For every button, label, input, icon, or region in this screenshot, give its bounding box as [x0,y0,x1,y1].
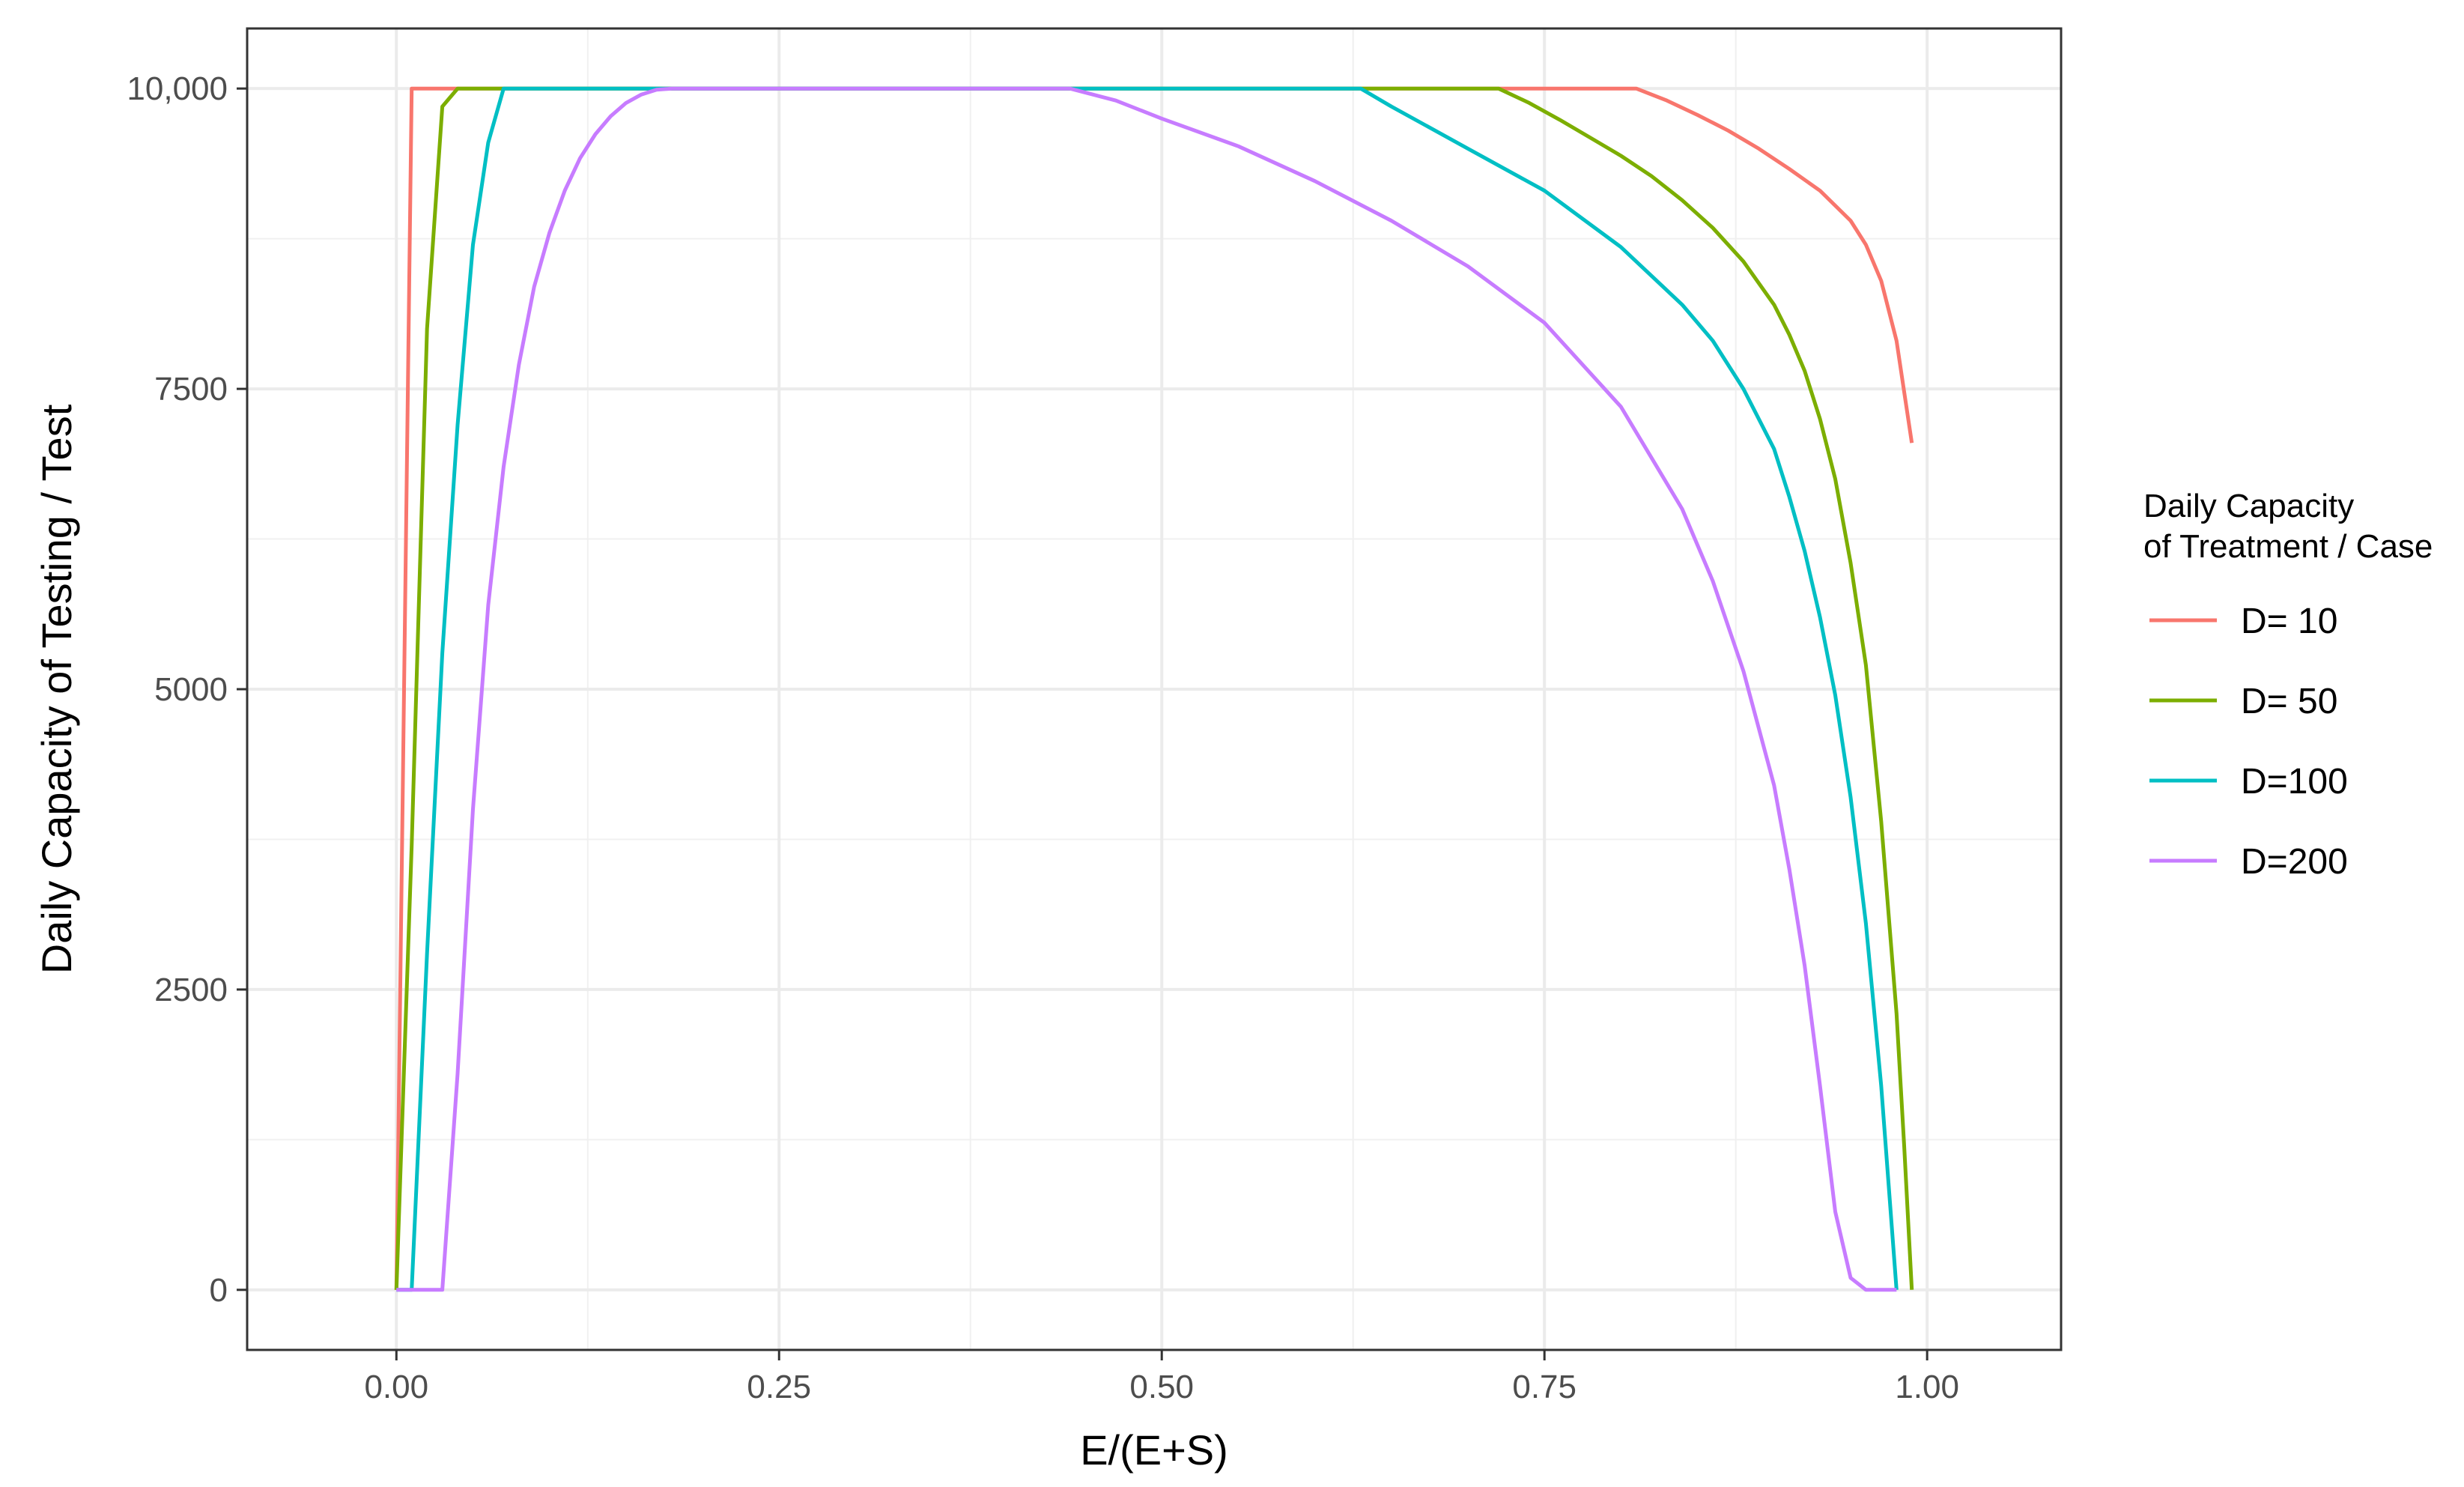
x-axis: 0.00 0.25 0.50 0.75 1.00 [364,1350,1959,1405]
legend-items: D= 10 D= 50 D=100 D=200 [2149,602,2348,882]
x-tick-label: 0.75 [1512,1369,1577,1405]
legend-title-line-1: Daily Capacity [2143,488,2354,524]
legend-label-4: D=200 [2241,842,2348,882]
legend-label-2: D= 50 [2241,682,2337,721]
y-tick-label: 7500 [154,371,228,408]
series-line-2 [394,86,1914,1290]
legend-label-3: D=100 [2241,762,2348,802]
series-line-4 [396,86,1897,1292]
x-tick-label: 1.00 [1895,1369,1959,1405]
y-tick-label: 0 [210,1272,228,1309]
legend-label-1: D= 10 [2241,602,2337,641]
x-tick-label: 0.25 [747,1369,811,1405]
y-axis-title: Daily Capacity of Testing / Test [33,404,80,974]
y-tick-label: 2500 [154,972,228,1008]
y-axis: 0 2500 5000 7500 10,000 [127,70,247,1309]
x-tick-label: 0.50 [1129,1369,1194,1405]
y-tick-label: 10,000 [127,70,228,107]
legend: Daily Capacity of Treatment / Case D= 10… [2143,488,2433,882]
plot-panel [246,27,2063,1351]
legend-title-line-2: of Treatment / Case [2143,528,2433,565]
x-tick-label: 0.00 [364,1369,428,1405]
series-line-3 [396,86,1899,1292]
y-tick-label: 5000 [154,671,228,708]
x-axis-title: E/(E+S) [1080,1426,1228,1474]
